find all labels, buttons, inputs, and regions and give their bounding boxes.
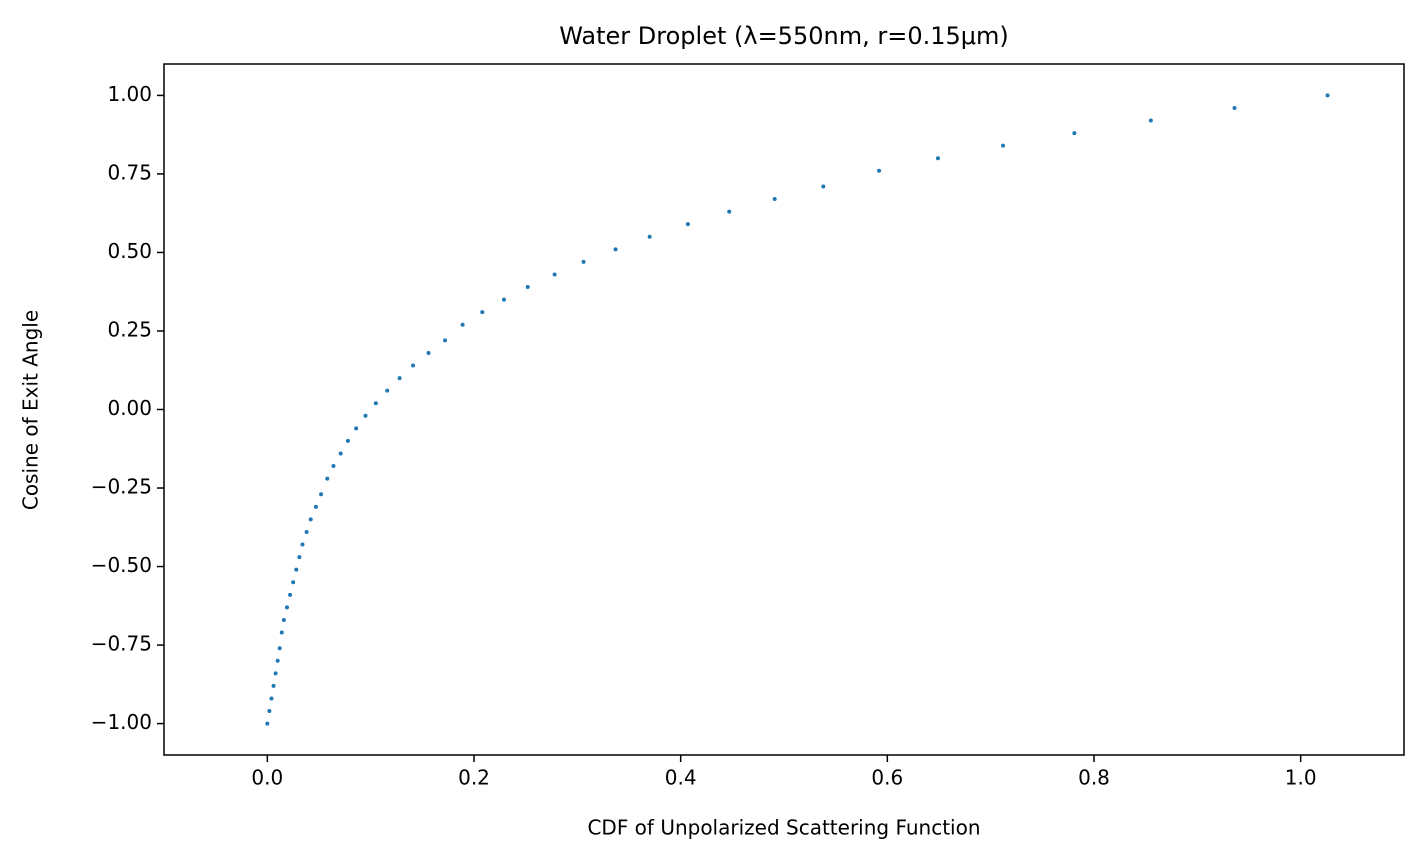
y-axis-label: Cosine of Exit Angle [19, 310, 43, 510]
point [284, 605, 289, 610]
point [397, 376, 402, 381]
x-tick-label: 0.8 [1078, 766, 1110, 790]
point [1148, 118, 1153, 123]
point [460, 322, 465, 327]
point [279, 630, 284, 635]
point [426, 350, 431, 355]
point [1325, 93, 1330, 98]
point [1001, 143, 1006, 148]
point [288, 592, 293, 597]
point [581, 259, 586, 264]
point [319, 492, 324, 497]
point [331, 464, 336, 469]
point [277, 646, 282, 651]
point [265, 721, 270, 726]
point [373, 401, 378, 406]
x-tick-label: 0.4 [665, 766, 697, 790]
point [480, 310, 485, 315]
point [685, 222, 690, 227]
x-tick-label: 0.0 [251, 766, 283, 790]
point [647, 234, 652, 239]
y-tick-label: −0.50 [91, 553, 152, 577]
point [269, 696, 274, 701]
plot-frame [163, 63, 1405, 756]
y-tick-label: 0.50 [107, 239, 152, 263]
point [325, 476, 330, 481]
y-tick-label: −0.25 [91, 475, 152, 499]
point [1072, 131, 1077, 136]
point [935, 156, 940, 161]
y-tick-label: −0.75 [91, 632, 152, 656]
chart-title: Water Droplet (λ=550nm, r=0.15μm) [559, 22, 1009, 50]
point [273, 671, 278, 676]
y-tick-label: 0.25 [107, 317, 152, 341]
point [291, 580, 296, 585]
point [411, 363, 416, 368]
point [613, 247, 618, 252]
point [297, 555, 302, 560]
point [313, 504, 318, 509]
point [304, 529, 309, 534]
point [772, 197, 777, 202]
y-tick-label: 0.75 [107, 160, 152, 184]
point [294, 567, 299, 572]
point [525, 285, 530, 290]
point [385, 388, 390, 393]
point [281, 617, 286, 622]
point [363, 413, 368, 418]
point [267, 709, 272, 714]
point [338, 451, 343, 456]
point [300, 542, 305, 547]
x-axis-label: CDF of Unpolarized Scattering Function [587, 816, 980, 840]
point [1232, 105, 1237, 110]
point [345, 438, 350, 443]
point [275, 658, 280, 663]
point [501, 297, 506, 302]
point [552, 272, 557, 277]
y-tick-label: 0.00 [107, 396, 152, 420]
x-tick-label: 1.0 [1285, 766, 1317, 790]
point [308, 517, 313, 522]
point [821, 184, 826, 189]
point [443, 338, 448, 343]
y-tick-label: 1.00 [107, 82, 152, 106]
point [354, 426, 359, 431]
point [877, 168, 882, 173]
point [271, 683, 276, 688]
x-tick-label: 0.2 [458, 766, 490, 790]
point [727, 209, 732, 214]
y-tick-label: −1.00 [91, 710, 152, 734]
x-tick-label: 0.6 [871, 766, 903, 790]
